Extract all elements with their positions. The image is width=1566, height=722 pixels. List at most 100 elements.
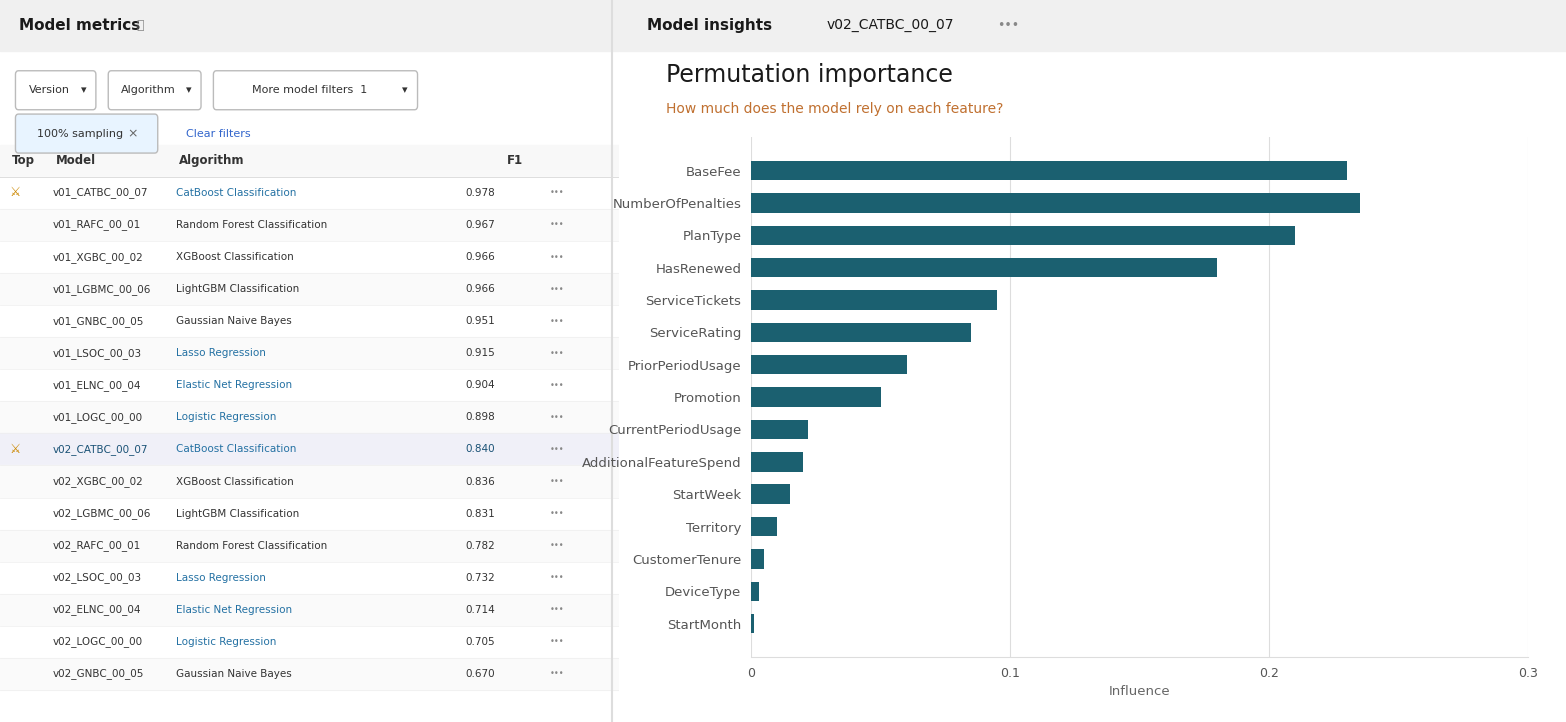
FancyBboxPatch shape xyxy=(16,114,158,153)
Text: v01_LGBMC_00_06: v01_LGBMC_00_06 xyxy=(53,284,150,295)
Text: 100% sampling: 100% sampling xyxy=(38,129,124,139)
Text: ⓘ: ⓘ xyxy=(136,19,144,32)
Text: v02_GNBC_00_05: v02_GNBC_00_05 xyxy=(53,669,144,679)
Bar xyxy=(0,0,619,51)
Text: v02_LGBMC_00_06: v02_LGBMC_00_06 xyxy=(53,508,150,519)
Text: 0.966: 0.966 xyxy=(465,252,495,262)
Text: 0.966: 0.966 xyxy=(465,284,495,294)
Text: •••: ••• xyxy=(550,253,564,261)
Bar xyxy=(0,145,619,177)
Bar xyxy=(0,497,619,530)
Bar xyxy=(0,466,619,497)
Bar xyxy=(752,614,753,633)
Text: Random Forest Classification: Random Forest Classification xyxy=(177,541,327,551)
Text: 0.915: 0.915 xyxy=(465,348,495,358)
Text: v01_CATBC_00_07: v01_CATBC_00_07 xyxy=(53,188,149,199)
Text: LightGBM Classification: LightGBM Classification xyxy=(177,284,299,294)
Text: ▾: ▾ xyxy=(186,85,191,95)
Text: ▾: ▾ xyxy=(402,85,409,95)
Text: Logistic Regression: Logistic Regression xyxy=(177,412,277,422)
Text: •••: ••• xyxy=(550,542,564,550)
Bar xyxy=(752,355,907,375)
FancyBboxPatch shape xyxy=(16,71,96,110)
Bar xyxy=(0,241,619,273)
Text: Elastic Net Regression: Elastic Net Regression xyxy=(177,605,293,614)
Text: 0.978: 0.978 xyxy=(465,188,495,198)
Bar xyxy=(752,582,760,601)
X-axis label: Influence: Influence xyxy=(1109,685,1170,698)
Bar xyxy=(619,0,1566,51)
Bar xyxy=(637,65,1547,708)
Text: Model: Model xyxy=(56,155,96,168)
Bar xyxy=(752,484,791,504)
Text: 0.670: 0.670 xyxy=(465,669,495,679)
Bar xyxy=(752,549,764,569)
Text: Random Forest Classification: Random Forest Classification xyxy=(177,220,327,230)
Text: CatBoost Classification: CatBoost Classification xyxy=(177,188,296,198)
Text: Elastic Net Regression: Elastic Net Regression xyxy=(177,380,293,391)
Bar xyxy=(0,305,619,337)
Text: v02_XGBC_00_02: v02_XGBC_00_02 xyxy=(53,476,144,487)
Text: v02_CATBC_00_07: v02_CATBC_00_07 xyxy=(827,18,955,32)
Text: Algorithm: Algorithm xyxy=(180,155,244,168)
Text: •••: ••• xyxy=(550,317,564,326)
Text: •••: ••• xyxy=(550,413,564,422)
Bar xyxy=(752,388,880,406)
Text: 0.782: 0.782 xyxy=(465,541,495,551)
Text: v02_LSOC_00_03: v02_LSOC_00_03 xyxy=(53,573,141,583)
Text: Gaussian Naive Bayes: Gaussian Naive Bayes xyxy=(177,316,291,326)
Text: 0.840: 0.840 xyxy=(465,445,495,454)
Text: •••: ••• xyxy=(550,477,564,486)
FancyBboxPatch shape xyxy=(108,71,200,110)
Text: XGBoost Classification: XGBoost Classification xyxy=(177,252,294,262)
Text: •••: ••• xyxy=(550,380,564,390)
Text: v02_ELNC_00_04: v02_ELNC_00_04 xyxy=(53,604,141,615)
Bar xyxy=(0,401,619,433)
Bar xyxy=(752,258,1217,277)
Text: 0.714: 0.714 xyxy=(465,605,495,614)
Text: ▾: ▾ xyxy=(81,85,86,95)
Text: v01_XGBC_00_02: v01_XGBC_00_02 xyxy=(53,251,144,263)
Text: 0.967: 0.967 xyxy=(465,220,495,230)
Text: v02_RAFC_00_01: v02_RAFC_00_01 xyxy=(53,540,141,551)
Text: ×: × xyxy=(128,127,138,140)
Text: 0.831: 0.831 xyxy=(465,508,495,518)
Text: •••: ••• xyxy=(550,509,564,518)
Bar xyxy=(0,177,619,209)
Text: ⚔: ⚔ xyxy=(9,443,20,456)
Text: 0.898: 0.898 xyxy=(465,412,495,422)
Text: Top: Top xyxy=(13,155,36,168)
FancyBboxPatch shape xyxy=(213,71,418,110)
Text: Clear filters: Clear filters xyxy=(186,129,251,139)
Text: •••: ••• xyxy=(550,220,564,230)
Text: •••: ••• xyxy=(550,573,564,582)
Text: v01_ELNC_00_04: v01_ELNC_00_04 xyxy=(53,380,141,391)
Text: 0.836: 0.836 xyxy=(465,477,495,487)
Text: Model metrics: Model metrics xyxy=(19,18,139,32)
Text: More model filters  1: More model filters 1 xyxy=(252,85,366,95)
Text: •••: ••• xyxy=(998,19,1019,32)
Bar xyxy=(0,369,619,401)
Bar xyxy=(0,273,619,305)
Text: •••: ••• xyxy=(550,605,564,614)
Text: How much does the model rely on each feature?: How much does the model rely on each fea… xyxy=(666,102,1004,116)
Bar xyxy=(752,323,971,342)
Bar xyxy=(0,337,619,369)
Bar xyxy=(0,562,619,593)
Bar xyxy=(752,193,1359,212)
Text: v02_LOGC_00_00: v02_LOGC_00_00 xyxy=(53,636,143,648)
Text: Model insights: Model insights xyxy=(647,18,772,32)
Text: v01_LOGC_00_00: v01_LOGC_00_00 xyxy=(53,412,143,423)
Text: •••: ••• xyxy=(550,638,564,646)
Bar xyxy=(0,209,619,241)
Bar xyxy=(752,290,998,310)
Bar xyxy=(752,452,803,471)
Text: 0.904: 0.904 xyxy=(465,380,495,391)
Bar xyxy=(0,433,619,466)
Bar xyxy=(0,626,619,658)
Text: LightGBM Classification: LightGBM Classification xyxy=(177,508,299,518)
Bar xyxy=(752,517,777,536)
Text: v01_GNBC_00_05: v01_GNBC_00_05 xyxy=(53,316,144,326)
Text: Algorithm: Algorithm xyxy=(121,85,175,95)
Text: v02_CATBC_00_07: v02_CATBC_00_07 xyxy=(53,444,149,455)
